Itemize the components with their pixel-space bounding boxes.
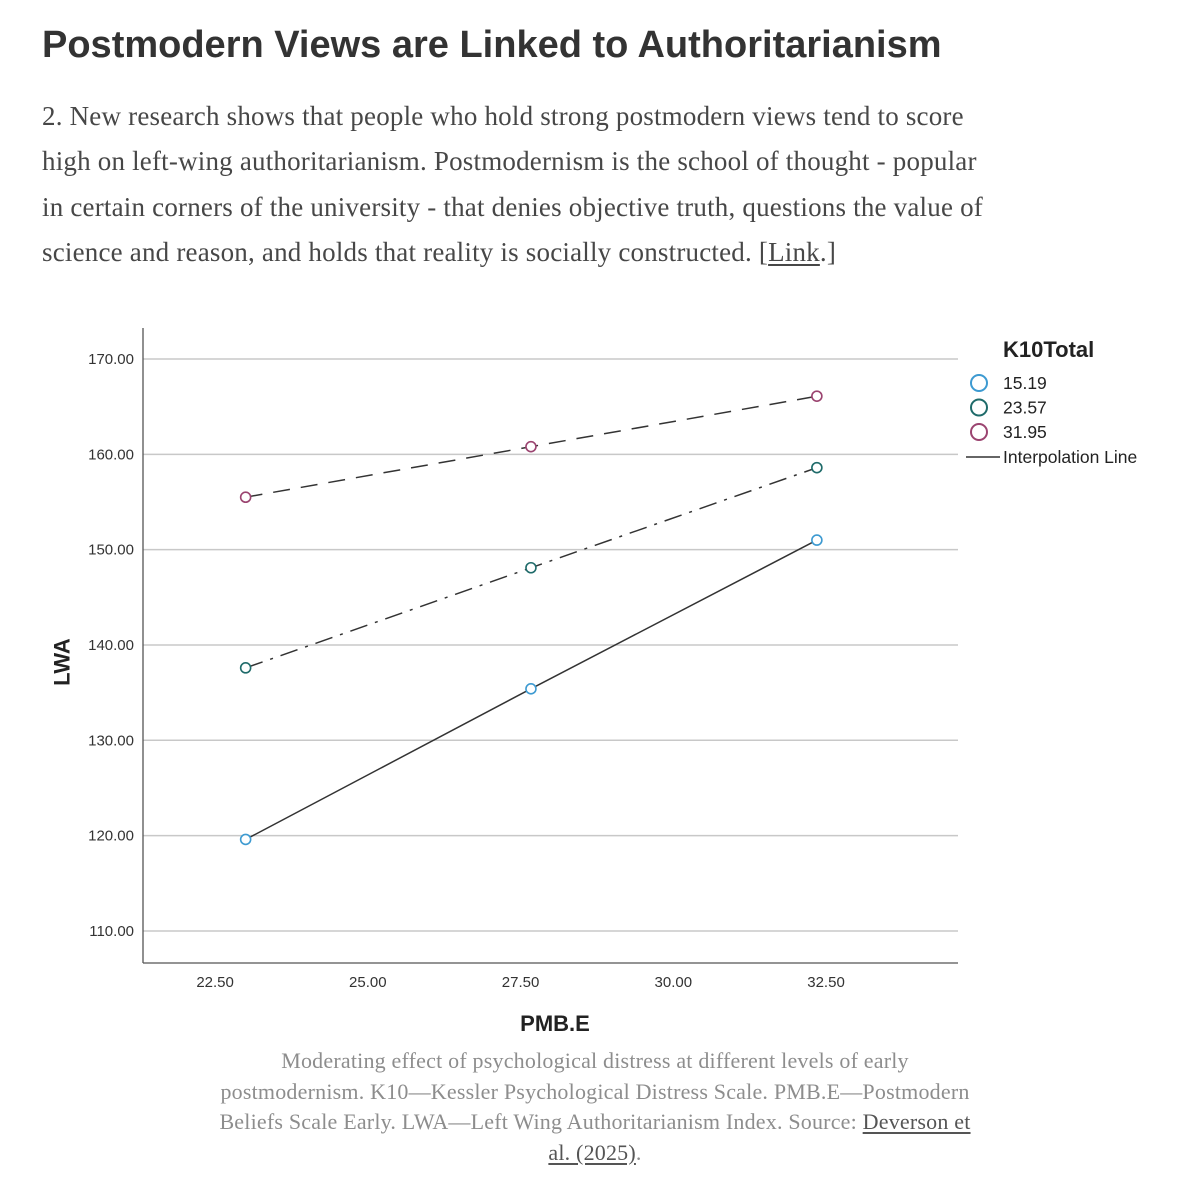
- caption-line-text: Beliefs Scale Early. LWA—Left Wing Autho…: [219, 1109, 863, 1134]
- legend-marker: [970, 374, 988, 392]
- legend: K10Total 15.19 23.57 31.95 Interpolation L…: [966, 337, 1137, 467]
- x-tick-label: 32.50: [807, 974, 845, 991]
- paragraph-line: in certain corners of the university - t…: [42, 191, 983, 222]
- caption-line: al. (2025).: [548, 1138, 641, 1169]
- y-tick-label: 170.00: [88, 351, 134, 368]
- research-link[interactable]: Link: [768, 236, 820, 267]
- article-paragraph: 2. New research shows that people who ho…: [42, 94, 1182, 275]
- caption-line: Moderating effect of psychological distr…: [281, 1048, 909, 1073]
- data-point: [811, 390, 823, 402]
- data-point: [239, 662, 252, 674]
- legend-items: 15.19 23.57 31.95: [970, 373, 1047, 442]
- article-heading: Postmodern Views are Linked to Authorita…: [42, 24, 942, 66]
- legend-interpolation-label: Interpolation Line: [1003, 447, 1137, 467]
- legend-marker: [970, 398, 988, 417]
- source-link[interactable]: Deverson et: [862, 1109, 971, 1134]
- data-point: [239, 491, 252, 504]
- data-point: [239, 833, 252, 846]
- caption-line: postmodernism. K10—Kessler Psychological…: [220, 1078, 970, 1104]
- caption-line-end: .: [635, 1139, 642, 1165]
- legend-label: 15.19: [1003, 373, 1047, 393]
- series: [239, 390, 823, 846]
- paragraph-line-text: science and reason, and holds that reali…: [42, 236, 769, 267]
- paragraph-line: 2. New research shows that people who ho…: [42, 101, 964, 131]
- legend-marker: [970, 423, 988, 441]
- y-tick-label: 160.00: [88, 446, 134, 463]
- caption-line: Beliefs Scale Early. LWA—Left Wing Autho…: [219, 1107, 970, 1138]
- data-point: [525, 683, 537, 695]
- legend-label: 31.95: [1003, 422, 1047, 442]
- legend-title: K10Total: [1003, 337, 1094, 362]
- y-tick-label: 120.00: [88, 828, 134, 845]
- data-point: [525, 561, 537, 574]
- axes: [142, 328, 958, 964]
- y-tick-label: 140.00: [88, 637, 134, 654]
- y-tick-label: 110.00: [89, 923, 134, 940]
- legend-label: 23.57: [1003, 398, 1047, 418]
- x-tick-label: 25.00: [349, 974, 387, 991]
- line-chart: 110.00 120.00 130.00 140.00 150.00 160.00 170.…: [50, 328, 1137, 1036]
- paragraph-line: high on left-wing authoritarianism. Post…: [42, 146, 977, 177]
- x-tick-label: 22.50: [196, 974, 234, 991]
- source-link[interactable]: al. (2025): [548, 1139, 636, 1165]
- x-tick-label: 30.00: [655, 974, 693, 991]
- data-point: [525, 440, 537, 453]
- figure-caption: Moderating effect of psychological distr…: [95, 1046, 1095, 1168]
- paragraph-line-end: .]: [819, 236, 837, 267]
- y-tick-labels: 110.00 120.00 130.00 140.00 150.00 160.00 170.…: [88, 351, 134, 940]
- y-tick-label: 150.00: [88, 542, 134, 559]
- gridlines: [143, 358, 958, 932]
- y-tick-label: 130.00: [88, 732, 134, 749]
- y-axis-title: LWA: [50, 638, 75, 686]
- data-point: [811, 534, 823, 546]
- x-axis-title: PMB.E: [520, 1011, 590, 1036]
- x-tick-labels: 22.50 25.00 27.50 30.00 32.50: [196, 974, 844, 991]
- paragraph-line: science and reason, and holds that reali…: [42, 230, 836, 275]
- data-point: [811, 461, 823, 474]
- x-tick-label: 27.50: [502, 974, 540, 991]
